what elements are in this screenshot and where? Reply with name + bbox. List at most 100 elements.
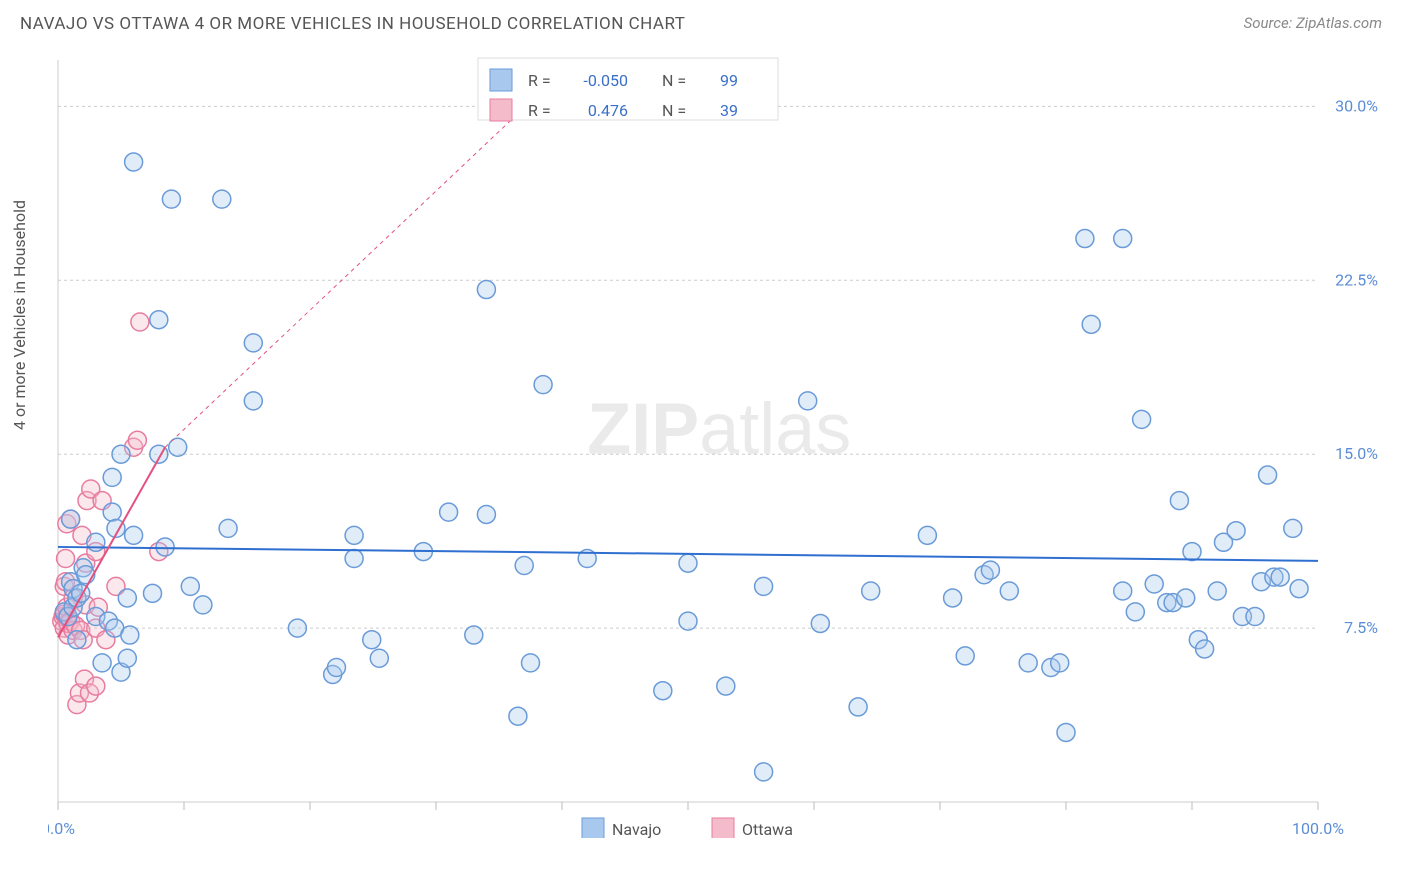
- navajo-point: [522, 654, 540, 672]
- navajo-point: [1082, 315, 1100, 333]
- x-axis-min-label: 0.0%: [48, 819, 75, 838]
- y-tick-label: 30.0%: [1335, 96, 1378, 115]
- navajo-point: [1170, 492, 1188, 510]
- y-tick-label: 22.5%: [1335, 270, 1378, 289]
- navajo-point: [799, 392, 817, 410]
- ottawa-point: [131, 313, 149, 331]
- navajo-point: [118, 649, 136, 667]
- navajo-point: [213, 190, 231, 208]
- navajo-point: [679, 554, 697, 572]
- stats-r-value: -0.050: [583, 71, 628, 90]
- navajo-point: [811, 614, 829, 632]
- navajo-point: [370, 649, 388, 667]
- stats-n-value: 99: [720, 71, 738, 90]
- y-tick-label: 15.0%: [1335, 444, 1378, 463]
- navajo-point: [956, 647, 974, 665]
- legend-swatch: [712, 818, 734, 838]
- navajo-point: [1019, 654, 1037, 672]
- navajo-point: [654, 682, 672, 700]
- navajo-point: [1114, 230, 1132, 248]
- navajo-point: [477, 281, 495, 299]
- navajo-point: [103, 468, 121, 486]
- y-tick-label: 7.5%: [1344, 618, 1378, 637]
- navajo-point: [1114, 582, 1132, 600]
- navajo-point: [1145, 575, 1163, 593]
- navajo-point: [944, 589, 962, 607]
- navajo-point: [1133, 410, 1151, 428]
- navajo-point: [112, 445, 130, 463]
- navajo-point: [1290, 580, 1308, 598]
- legend-swatch: [582, 818, 604, 838]
- navajo-point: [465, 626, 483, 644]
- stats-n-label: N =: [662, 101, 686, 120]
- navajo-point: [755, 577, 773, 595]
- source-attribution: Source: ZipAtlas.com: [1244, 14, 1382, 32]
- stats-swatch: [490, 69, 512, 91]
- navajo-point: [87, 533, 105, 551]
- stats-swatch: [490, 99, 512, 121]
- navajo-point: [515, 556, 533, 574]
- legend-label: Navajo: [612, 820, 661, 838]
- navajo-point: [244, 392, 262, 410]
- navajo-point: [363, 631, 381, 649]
- navajo-point: [1227, 522, 1245, 540]
- navajo-point: [1057, 723, 1075, 741]
- navajo-point: [534, 376, 552, 394]
- navajo-point: [755, 763, 773, 781]
- navajo-point: [118, 589, 136, 607]
- navajo-point: [125, 526, 143, 544]
- navajo-point: [121, 626, 139, 644]
- stats-r-label: R =: [528, 101, 551, 120]
- navajo-point: [679, 612, 697, 630]
- stats-n-label: N =: [662, 71, 686, 90]
- navajo-point: [1196, 640, 1214, 658]
- stats-r-label: R =: [528, 71, 551, 90]
- navajo-point: [327, 659, 345, 677]
- navajo-point: [162, 190, 180, 208]
- navajo-point: [1246, 608, 1264, 626]
- navajo-point: [477, 505, 495, 523]
- navajo-point: [288, 619, 306, 637]
- navajo-point: [1177, 589, 1195, 607]
- navajo-point: [150, 311, 168, 329]
- navajo-point: [345, 550, 363, 568]
- navajo-point: [345, 526, 363, 544]
- y-axis-label: 4 or more Vehicles in Household: [10, 200, 29, 430]
- navajo-point: [1126, 603, 1144, 621]
- legend-label: Ottawa: [742, 820, 793, 838]
- navajo-point: [68, 631, 86, 649]
- ottawa-point: [128, 431, 146, 449]
- navajo-point: [62, 510, 80, 528]
- navajo-point: [156, 538, 174, 556]
- navajo-point: [144, 584, 162, 602]
- navajo-point: [77, 566, 95, 584]
- navajo-point: [717, 677, 735, 695]
- navajo-point: [1284, 519, 1302, 537]
- stats-n-value: 39: [720, 101, 738, 120]
- navajo-point: [1000, 582, 1018, 600]
- chart-title: NAVAJO VS OTTAWA 4 OR MORE VEHICLES IN H…: [20, 14, 685, 34]
- navajo-point: [440, 503, 458, 521]
- ottawa-point: [57, 550, 75, 568]
- navajo-point: [181, 577, 199, 595]
- navajo-point: [1076, 230, 1094, 248]
- navajo-point: [194, 596, 212, 614]
- navajo-point: [981, 561, 999, 579]
- navajo-point: [219, 519, 237, 537]
- navajo-point: [1051, 654, 1069, 672]
- x-axis-max-label: 100.0%: [1292, 819, 1344, 838]
- navajo-point: [244, 334, 262, 352]
- stats-r-value: 0.476: [588, 101, 628, 120]
- navajo-point: [862, 582, 880, 600]
- navajo-point: [849, 698, 867, 716]
- navajo-point: [1183, 543, 1201, 561]
- navajo-point: [93, 654, 111, 672]
- navajo-point: [918, 526, 936, 544]
- navajo-point: [125, 153, 143, 171]
- navajo-point: [509, 707, 527, 725]
- navajo-point: [1271, 568, 1289, 586]
- navajo-point: [103, 503, 121, 521]
- navajo-point: [1259, 466, 1277, 484]
- ottawa-point: [87, 677, 105, 695]
- scatter-chart: 7.5%15.0%22.5%30.0%0.0%100.0%ZIPatlasR =…: [48, 48, 1388, 838]
